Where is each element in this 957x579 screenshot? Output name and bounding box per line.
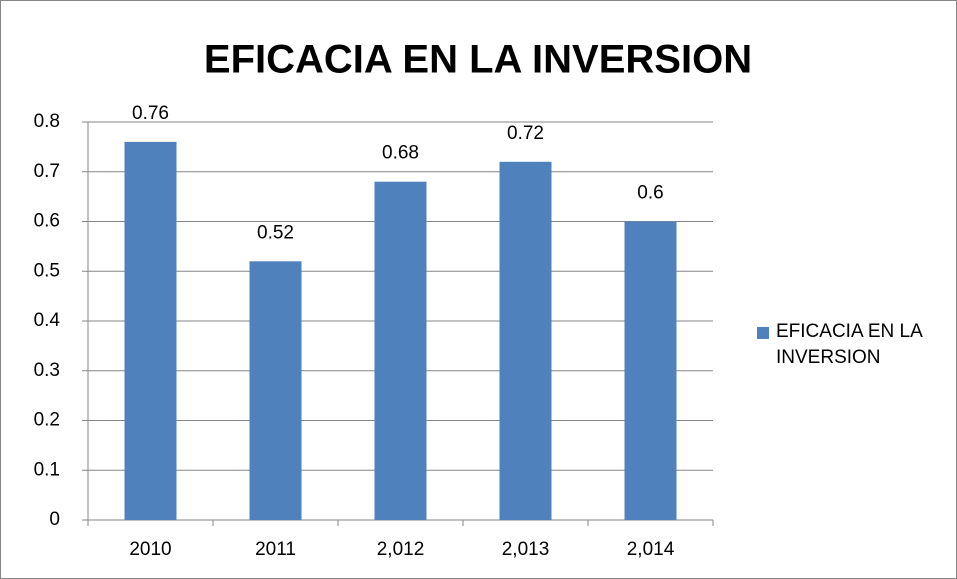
y-tick-label: 0.8 bbox=[34, 111, 60, 132]
y-tick-label: 0.1 bbox=[34, 459, 60, 480]
data-label: 0.68 bbox=[382, 143, 419, 164]
legend-label: EFICACIA EN LA INVERSION bbox=[776, 321, 922, 368]
bar bbox=[499, 161, 552, 521]
legend-swatch bbox=[757, 327, 769, 339]
legend-entry: EFICACIA EN LA INVERSION bbox=[776, 321, 922, 368]
y-tick-label: 0.4 bbox=[34, 310, 61, 331]
x-tick-label: 2011 bbox=[255, 539, 296, 560]
bar bbox=[249, 261, 302, 520]
bar bbox=[624, 221, 677, 520]
bar bbox=[124, 141, 177, 520]
data-label: 0.6 bbox=[637, 183, 663, 204]
chart-title: EFICACIA EN LA INVERSION bbox=[204, 38, 752, 82]
y-tick-label: 0.3 bbox=[34, 360, 60, 381]
x-tick-label: 2,012 bbox=[377, 539, 425, 560]
y-tick-label: 0 bbox=[49, 509, 60, 530]
bar bbox=[374, 181, 427, 520]
data-label: 0.52 bbox=[257, 222, 294, 243]
y-tick-label: 0.6 bbox=[34, 211, 60, 232]
y-tick-label: 0.7 bbox=[34, 161, 60, 182]
x-tick-label: 2,014 bbox=[627, 539, 675, 560]
data-label: 0.76 bbox=[132, 103, 169, 124]
y-tick-label: 0.2 bbox=[34, 410, 60, 431]
x-tick-label: 2,013 bbox=[502, 539, 550, 560]
y-tick-label: 0.5 bbox=[34, 260, 60, 281]
x-tick-label: 2010 bbox=[129, 539, 171, 560]
data-label: 0.72 bbox=[507, 123, 544, 144]
